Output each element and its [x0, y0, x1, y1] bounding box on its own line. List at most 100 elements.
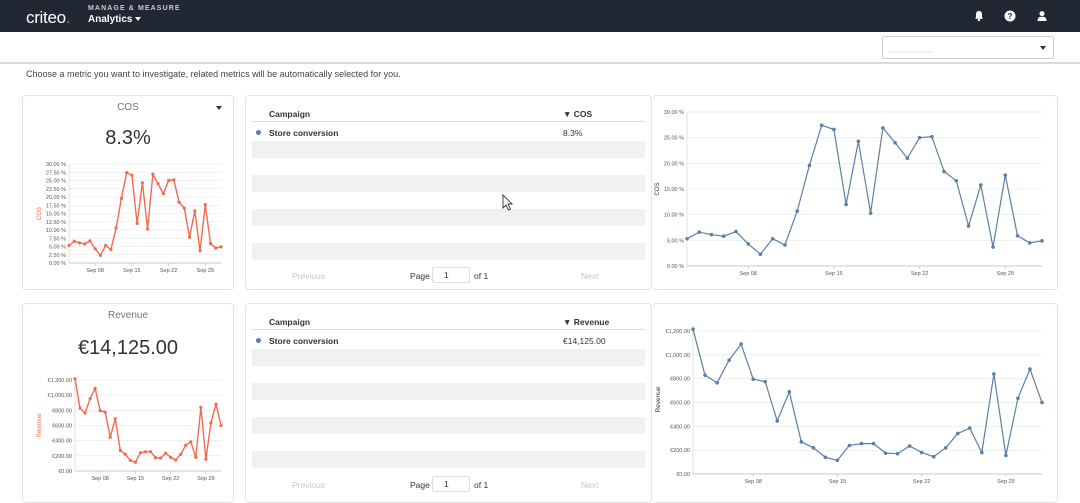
data-point [143, 450, 148, 454]
data-point [787, 389, 792, 394]
data-point [114, 226, 118, 230]
x-tick-label: Sep 22 [160, 268, 177, 274]
x-tick-label: Sep 29 [997, 479, 1014, 485]
data-point [978, 183, 983, 187]
column-header-campaign[interactable]: Campaign [269, 109, 311, 119]
data-point [823, 455, 828, 460]
x-tick-label: Sep 22 [162, 476, 179, 482]
top-bar: criteo. MANAGE & MEASURE Analytics ? [0, 0, 1080, 32]
product-subtitle: MANAGE & MEASURE [88, 5, 181, 12]
data-point [763, 379, 768, 384]
data-point [169, 455, 173, 459]
chevron-down-icon[interactable] [216, 106, 222, 110]
data-point [847, 443, 852, 448]
data-point [691, 327, 695, 331]
campaign-value: 8.3% [563, 128, 583, 138]
metric-selector-label[interactable]: COS [117, 102, 139, 113]
data-point [125, 170, 129, 175]
previous-page-button[interactable]: Previous [292, 271, 326, 281]
data-point [146, 227, 150, 231]
table-row[interactable]: Store conversion €14,125.00 [252, 332, 645, 349]
user-icon[interactable] [1036, 10, 1048, 22]
table-row [252, 243, 645, 260]
data-point [844, 202, 848, 207]
y-tick-label: 20.00 % [664, 161, 684, 167]
x-tick-label: Sep 29 [197, 268, 214, 274]
data-point [113, 417, 117, 421]
y-tick-label: 2.50 % [49, 253, 66, 259]
y-tick-label: 25.00 % [664, 136, 684, 142]
data-point [83, 242, 87, 246]
data-point [172, 178, 176, 182]
chevron-down-icon [1040, 46, 1046, 50]
x-tick-label: Sep 29 [997, 271, 1014, 277]
bell-icon[interactable] [973, 10, 985, 22]
filter-dropdown[interactable] [882, 36, 1054, 59]
data-point [1040, 239, 1044, 243]
column-header-campaign[interactable]: Campaign [269, 317, 311, 327]
data-point [919, 450, 924, 455]
data-point [721, 234, 726, 239]
table-row [252, 417, 645, 434]
data-point [1027, 241, 1032, 245]
y-tick-label: 10.00 % [46, 228, 66, 234]
chevron-down-icon [135, 17, 142, 22]
y-tick-label: 17.50 % [46, 203, 66, 209]
y-tick-label: €600.00 [52, 424, 72, 430]
data-point [214, 402, 218, 406]
next-page-button[interactable]: Next [581, 480, 599, 490]
data-point [214, 246, 218, 250]
product-switcher[interactable]: Analytics [88, 14, 142, 25]
data-point [734, 229, 738, 234]
table-row [252, 226, 645, 243]
data-point [98, 253, 103, 258]
data-point [697, 230, 702, 234]
series-line [692, 329, 1043, 461]
metric-selector-label[interactable]: Revenue [107, 310, 149, 321]
page-number-input[interactable] [432, 476, 470, 492]
table-row [252, 209, 645, 226]
table-row [252, 434, 645, 451]
table-row[interactable]: Store conversion 8.3% [252, 124, 645, 141]
series-line [68, 171, 222, 257]
x-tick-label: Sep 22 [913, 479, 930, 485]
revenue-sparkline-chart: €0.00 €200.00 €400.00 €600.00 €800.00 €1,000.… [37, 377, 223, 482]
data-point [954, 178, 959, 183]
data-point [193, 209, 197, 213]
y-tick-label: €1,000.00 [666, 353, 690, 359]
data-point [795, 209, 799, 213]
y-tick-label: 0.00 % [667, 264, 684, 270]
data-point [799, 440, 804, 444]
data-point [151, 172, 155, 176]
data-point [67, 243, 71, 248]
y-tick-label: 5.00 % [49, 245, 66, 251]
data-point [871, 441, 876, 446]
y-tick-label: €200.00 [670, 448, 690, 454]
criteo-logo[interactable]: criteo. [26, 8, 71, 27]
data-point [103, 410, 107, 414]
metric-card-revenue[interactable]: Revenue €14,125.00 €0.00 €200.00 €400.00 €6… [22, 303, 234, 503]
column-header-cos[interactable]: ▼ COS [563, 109, 593, 119]
data-point [685, 236, 689, 241]
table-row [252, 451, 645, 468]
y-tick-label: €0.00 [58, 469, 72, 475]
next-page-button[interactable]: Next [581, 271, 599, 281]
metric-card-cos[interactable]: COS 8.3% 0.00 % 2.50 % 5.00 % 7.50 % 10.00 %… [22, 95, 234, 290]
revenue-chart-card: €0.00 €200.00 €400.00 €600.00 €800.00 €1,000.… [653, 303, 1058, 503]
previous-page-button[interactable]: Previous [292, 480, 326, 490]
page-number-input[interactable] [432, 267, 470, 283]
data-point [133, 460, 138, 464]
data-point [184, 443, 188, 447]
data-point [727, 358, 731, 362]
column-header-revenue[interactable]: ▼ Revenue [563, 317, 610, 327]
data-point [807, 163, 812, 168]
y-tick-label: 30.00 % [664, 110, 684, 116]
y-tick-label: €600.00 [670, 400, 690, 406]
series-dot-icon [256, 338, 261, 343]
data-point [1004, 453, 1008, 458]
data-point [1028, 367, 1032, 371]
y-tick-label: 15.00 % [46, 212, 66, 218]
campaign-name: Store conversion [269, 336, 339, 346]
help-icon[interactable]: ? [1004, 10, 1016, 22]
y-tick-label: 25.00 % [46, 179, 66, 185]
